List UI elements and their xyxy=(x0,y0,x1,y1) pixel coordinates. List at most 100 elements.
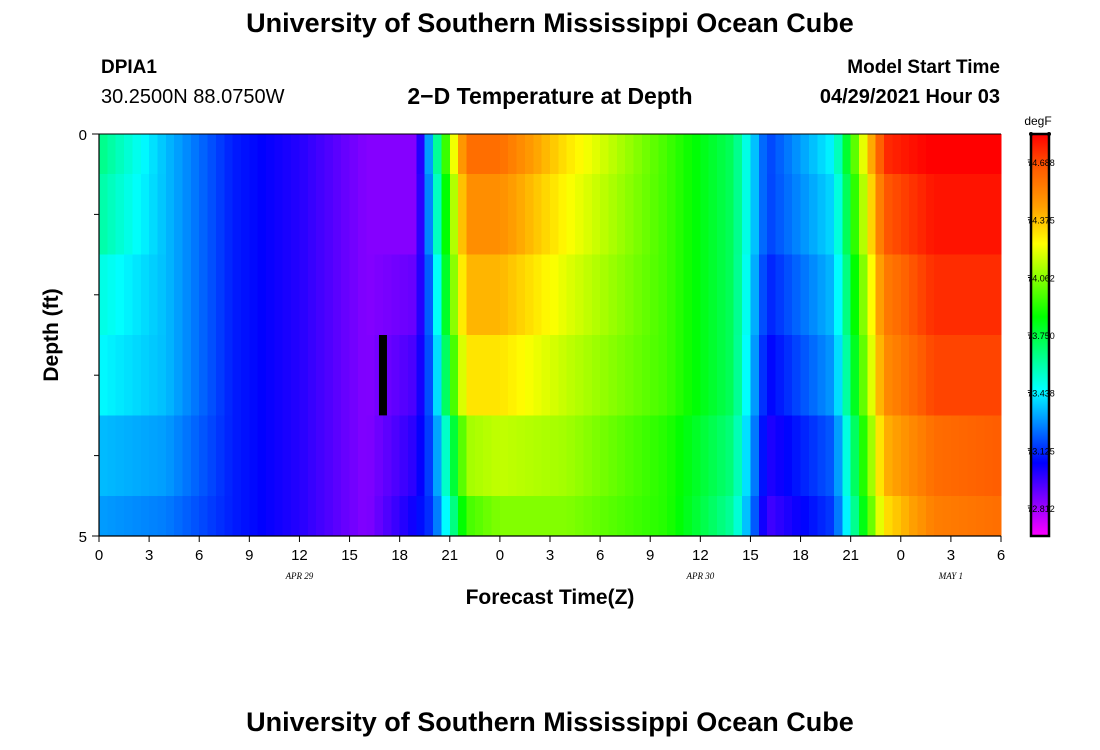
date-label: APR 30 xyxy=(685,571,714,581)
heatmap-cell xyxy=(550,415,559,497)
heatmap-cell xyxy=(132,254,142,336)
heatmap-cell xyxy=(441,495,451,537)
heatmap-cell xyxy=(441,134,451,175)
heatmap-cell xyxy=(240,415,250,497)
heatmap-cell xyxy=(867,134,877,175)
heatmap-cell xyxy=(775,415,785,497)
heatmap-cell xyxy=(767,174,777,256)
heatmap-cell xyxy=(700,495,710,537)
colorbar-tick-label: 73.438 xyxy=(1027,389,1055,399)
heatmap-cell xyxy=(733,495,743,537)
heatmap-cell xyxy=(408,335,417,416)
heatmap-cell xyxy=(650,495,660,537)
heatmap-cell xyxy=(925,254,935,336)
model-start-label: Model Start Time xyxy=(847,57,1000,78)
heatmap-cell xyxy=(583,254,593,336)
heatmap-cell xyxy=(792,335,802,416)
station-location: 30.2500N 88.0750W xyxy=(101,86,285,108)
heatmap-cell xyxy=(783,335,793,416)
heatmap-cell xyxy=(683,134,693,175)
colorbar-title: degF xyxy=(1024,114,1051,128)
heatmap-cell xyxy=(324,335,334,416)
heatmap-cell xyxy=(449,134,459,175)
y-axis-title: Depth (ft) xyxy=(40,288,63,381)
colorbar-tick-label: 74.062 xyxy=(1027,273,1055,283)
heatmap-cell xyxy=(950,254,960,336)
heatmap-cell xyxy=(508,254,518,336)
heatmap-cell xyxy=(892,134,902,175)
heatmap-cell xyxy=(190,134,200,175)
heatmap-cell xyxy=(299,174,309,256)
heatmap-cell xyxy=(691,134,701,175)
heatmap-cell xyxy=(641,415,651,497)
heatmap-cell xyxy=(959,134,969,175)
heatmap-cell xyxy=(850,335,860,416)
heatmap-cell xyxy=(349,174,359,256)
heatmap-cell xyxy=(266,495,275,537)
heatmap-cell xyxy=(808,134,818,175)
heatmap-cell xyxy=(825,254,835,336)
x-tick-label: 12 xyxy=(291,547,308,564)
heatmap-cell xyxy=(140,495,150,537)
heatmap-cell xyxy=(550,134,559,175)
heatmap-cell xyxy=(124,495,134,537)
heatmap-cell xyxy=(808,254,818,336)
heatmap-cell xyxy=(391,415,401,497)
heatmap-cell xyxy=(817,415,827,497)
heatmap-cell xyxy=(625,174,635,256)
heatmap-cell xyxy=(975,495,985,537)
heatmap-cell xyxy=(399,174,409,256)
heatmap-cell xyxy=(942,174,952,256)
heatmap-cell xyxy=(859,415,868,497)
heatmap-cell xyxy=(291,335,301,416)
heatmap-cell xyxy=(942,415,952,497)
heatmap-cell xyxy=(666,174,676,256)
heatmap-cell xyxy=(382,495,392,537)
heatmap-cell xyxy=(458,174,468,256)
plot-title: 2−D Temperature at Depth xyxy=(407,83,693,109)
heatmap-cell xyxy=(884,335,894,416)
colorbar-tick-label: 74.375 xyxy=(1027,216,1055,226)
heatmap-cell xyxy=(984,495,994,537)
heatmap-cell xyxy=(483,335,493,416)
heatmap-cell xyxy=(366,134,376,175)
heatmap-cell xyxy=(616,254,626,336)
heatmap-cell xyxy=(591,174,601,256)
heatmap-cell xyxy=(700,134,710,175)
heatmap-cell xyxy=(107,335,117,416)
heatmap-cell xyxy=(190,254,200,336)
heatmap-cell xyxy=(316,134,326,175)
heatmap-cell xyxy=(658,495,668,537)
heatmap-cell xyxy=(775,254,785,336)
heatmap-cell xyxy=(332,335,342,416)
heatmap-cell xyxy=(424,254,434,336)
heatmap-cell xyxy=(825,415,835,497)
heatmap-cell xyxy=(783,254,793,336)
heatmap-cell xyxy=(174,495,184,537)
heatmap-cell xyxy=(658,254,668,336)
heatmap-cell xyxy=(165,335,175,416)
heatmap-cell xyxy=(800,335,810,416)
heatmap-cell xyxy=(483,415,493,497)
heatmap-cell xyxy=(533,254,543,336)
heatmap-cell xyxy=(608,134,618,175)
heatmap-cell xyxy=(817,174,827,256)
heatmap-cell xyxy=(165,495,175,537)
heatmap-cell xyxy=(541,335,551,416)
heatmap-cell xyxy=(115,134,125,175)
heatmap-cell xyxy=(750,134,760,175)
heatmap-cell xyxy=(474,415,484,497)
heatmap-cell xyxy=(149,134,159,175)
heatmap-cell xyxy=(165,415,175,497)
heatmap-cell xyxy=(767,134,777,175)
heatmap-cell xyxy=(366,495,376,537)
heatmap-cell xyxy=(516,174,526,256)
heatmap-cell xyxy=(533,495,543,537)
heatmap-cell xyxy=(458,335,468,416)
heatmap-cell xyxy=(808,174,818,256)
heatmap-cell xyxy=(491,174,501,256)
heatmap-cell xyxy=(274,495,284,537)
heatmap-cell xyxy=(917,254,927,336)
heatmap-cell xyxy=(382,335,392,416)
colorbar-tick-label: 73.750 xyxy=(1027,331,1055,341)
